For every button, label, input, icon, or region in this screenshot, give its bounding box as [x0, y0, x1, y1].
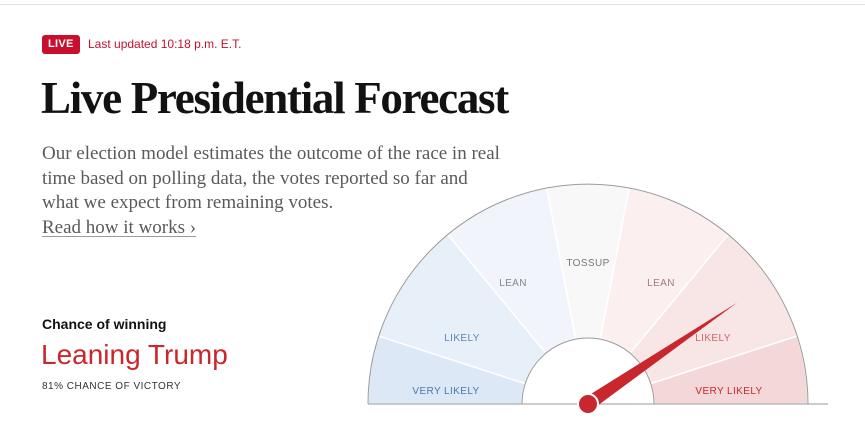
gauge-segment-label: LEAN: [647, 278, 675, 289]
chance-of-winning-label: Chance of winning: [42, 316, 167, 332]
top-divider: [0, 4, 865, 5]
gauge-needle-pivot: [577, 393, 599, 415]
gauge-segment-label: VERY LIKELY: [412, 386, 479, 397]
gauge-outline: [367, 183, 809, 405]
gauge-segment-label: LIKELY: [444, 333, 480, 344]
last-updated-timestamp: Last updated 10:18 p.m. E.T.: [88, 37, 242, 51]
gauge-segment-label: LIKELY: [695, 333, 731, 344]
forecast-description: Our election model estimates the outcome…: [42, 143, 500, 213]
gauge-segment-label: VERY LIKELY: [695, 386, 762, 397]
live-badge: LIVE: [42, 35, 80, 54]
gauge-segment-label: LEAN: [499, 278, 527, 289]
page-title: Live Presidential Forecast: [41, 73, 509, 123]
gauge-segment-label: TOSSUP: [566, 258, 609, 269]
gauge-needle: [584, 302, 738, 410]
gauge-segments: VERY LIKELY LIKELY LEAN TOSSUP LEAN LIKELY VER…: [367, 183, 809, 405]
victory-chance-text: 81% CHANCE OF VICTORY: [42, 381, 182, 392]
read-how-it-works-link[interactable]: Read how it works ›: [42, 217, 197, 238]
forecast-headline: Leaning Trump: [41, 339, 228, 370]
